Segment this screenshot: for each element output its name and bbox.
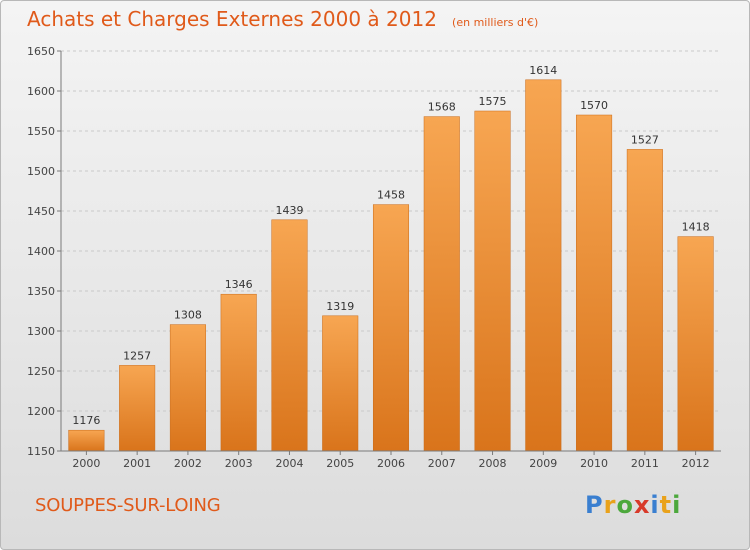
data-label: 1319 xyxy=(326,300,354,313)
bar-2008 xyxy=(474,110,511,452)
logo-letter: i xyxy=(672,491,682,519)
logo-letter: i xyxy=(650,491,660,519)
data-label: 1346 xyxy=(225,278,253,291)
bar-2012 xyxy=(677,236,714,452)
x-tick-label: 2000 xyxy=(72,457,100,470)
y-tick-label: 1550 xyxy=(27,125,55,138)
x-tick-label: 2004 xyxy=(275,457,303,470)
bar-2000 xyxy=(68,429,105,452)
y-tick-label: 1500 xyxy=(27,165,55,178)
y-tick-label: 1350 xyxy=(27,285,55,298)
x-tick-label: 2012 xyxy=(682,457,710,470)
x-tick-label: 2011 xyxy=(631,457,659,470)
data-label: 1527 xyxy=(631,133,659,146)
y-tick-label: 1150 xyxy=(27,445,55,458)
bar-2005 xyxy=(322,315,359,452)
bar-2009 xyxy=(525,79,562,452)
bar-2007 xyxy=(423,116,460,452)
x-tick-label: 2010 xyxy=(580,457,608,470)
data-label: 1308 xyxy=(174,309,202,322)
logo-letter: t xyxy=(659,491,673,519)
y-tick-label: 1650 xyxy=(27,45,55,58)
y-tick-label: 1250 xyxy=(27,365,55,378)
data-label: 1257 xyxy=(123,349,151,362)
chart-header: Achats et Charges Externes 2000 à 2012 (… xyxy=(27,7,538,31)
chart-subtitle: (en milliers d'€) xyxy=(452,16,539,29)
x-tick-label: 2001 xyxy=(123,457,151,470)
bar-2011 xyxy=(626,149,663,452)
data-label: 1570 xyxy=(580,99,608,112)
data-labels: 1176 1257 1308 1346 1439 1319 1458 1568 1575 1614… xyxy=(72,64,709,427)
commune-name: SOUPPES-SUR-LOING xyxy=(35,495,221,516)
y-axis-ticks: 1150 1200 1250 1300 1350 1400 1450 1500 1550 1600… xyxy=(27,45,61,458)
bars xyxy=(68,79,714,452)
logo-letter: o xyxy=(616,491,634,519)
logo-letter: P xyxy=(585,491,604,519)
proxiti-logo: Proxiti xyxy=(585,491,681,519)
x-tick-label: 2009 xyxy=(529,457,557,470)
y-tick-label: 1200 xyxy=(27,405,55,418)
y-tick-label: 1400 xyxy=(27,245,55,258)
x-axis-ticks: 2000 2001 2002 2003 2004 2005 2006 2007 2008 2009… xyxy=(72,451,710,470)
x-tick-label: 2008 xyxy=(479,457,507,470)
logo-letter: x xyxy=(633,491,651,519)
data-label: 1568 xyxy=(428,101,456,114)
bar-2002 xyxy=(169,324,206,452)
y-tick-label: 1300 xyxy=(27,325,55,338)
y-tick-label: 1450 xyxy=(27,205,55,218)
data-label: 1458 xyxy=(377,189,405,202)
x-tick-label: 2002 xyxy=(174,457,202,470)
data-label: 1439 xyxy=(275,204,303,217)
data-label: 1614 xyxy=(529,64,557,77)
x-tick-label: 2003 xyxy=(225,457,253,470)
bar-2001 xyxy=(119,365,156,452)
data-label: 1418 xyxy=(682,221,710,234)
x-tick-label: 2007 xyxy=(428,457,456,470)
data-label: 1176 xyxy=(72,414,100,427)
y-tick-label: 1600 xyxy=(27,85,55,98)
x-tick-label: 2006 xyxy=(377,457,405,470)
bar-2003 xyxy=(220,293,257,452)
x-tick-label: 2005 xyxy=(326,457,354,470)
bar-2006 xyxy=(372,204,410,452)
bar-2010 xyxy=(576,114,613,452)
data-label: 1575 xyxy=(479,95,507,108)
logo-letter: r xyxy=(603,491,617,519)
chart-title: Achats et Charges Externes 2000 à 2012 xyxy=(27,7,437,31)
bar-2004 xyxy=(271,219,308,452)
